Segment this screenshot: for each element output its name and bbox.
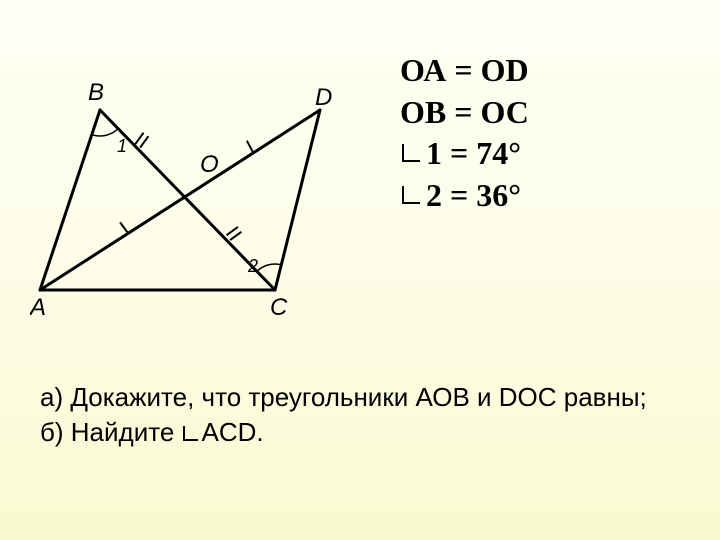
svg-text:C: C	[270, 294, 288, 320]
given-conditions: ОА = ОD ОВ = ОС 1 = 74° 2 = 36°	[400, 50, 529, 216]
svg-text:B: B	[88, 80, 104, 106]
tasks: а) Докажите, что треугольники АОВ и DOC …	[40, 380, 647, 450]
svg-text:2: 2	[247, 256, 258, 276]
angle-icon	[182, 424, 200, 442]
angle-icon	[400, 142, 422, 164]
task-b: б) Найдите ACD.	[40, 415, 647, 450]
given-line-4: 2 = 36°	[400, 175, 529, 217]
given-line-3: 1 = 74°	[400, 133, 529, 175]
geometry-diagram: 1 2 A B C D O	[30, 80, 370, 320]
svg-text:A: A	[30, 294, 46, 320]
svg-text:D: D	[315, 84, 332, 111]
svg-text:O: O	[200, 151, 219, 178]
svg-text:1: 1	[117, 136, 127, 156]
task-a: а) Докажите, что треугольники АОВ и DOC …	[40, 380, 647, 415]
given-line-2: ОВ = ОС	[400, 92, 529, 134]
angle-icon	[400, 184, 422, 206]
given-line-1: ОА = ОD	[400, 50, 529, 92]
